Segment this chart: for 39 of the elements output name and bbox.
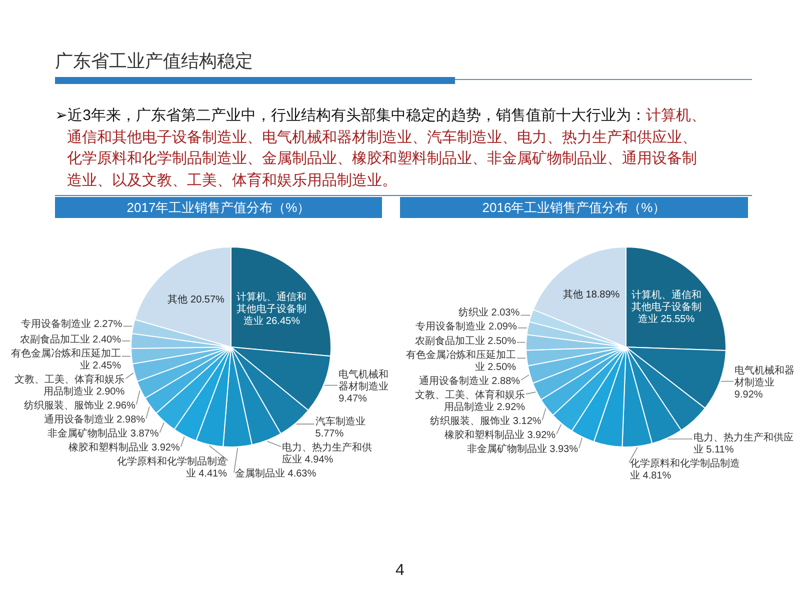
slice-label: 有色金属冶炼和压延加工业 2.45%	[11, 348, 122, 372]
slice-label: 非金属矿物制品业 3.87%	[48, 428, 159, 440]
slice-label: 其他 18.89%	[562, 288, 620, 301]
slice-label: 通用设备制造业 2.88%	[418, 375, 520, 388]
slice-label: 专用设备制造业 2.09%	[416, 320, 517, 332]
slice-label: 纺织服装、服饰业 3.12%	[430, 415, 542, 428]
slice-label: 汽车制造业	[315, 416, 366, 428]
chart-title: 2017年工业销售产值分布（%）	[55, 197, 382, 218]
slice-label: 农副食品加工业 2.40%	[20, 334, 122, 346]
slice-label: 纺织业 2.03%	[458, 306, 520, 318]
slice-label: 化学原料和化学制品制造业 4.81%	[630, 457, 740, 482]
data-label: 5.77%	[315, 428, 344, 440]
slice-label: 有色金属冶炼和压延加工业 2.50%	[406, 349, 516, 374]
slice-label: 农副食品加工业 2.50%	[414, 335, 516, 348]
slice-label: 文教、工美、体育和娱乐用品制造业 2.90%	[14, 374, 125, 398]
text: 通信和其他电子设备制造业、电气机械和器材制造业、汽车制造业、电力、热力生产和供应业、化学原料和化学制品制造业、金属制品业、橡胶和塑料制品业、非金属矿物制品业、通用设备制造业、以及文教、工美、体育和娱乐用品制造业。	[67, 128, 698, 190]
slice-label: 电气机械和器材制造业	[338, 368, 389, 393]
slice-label: 化学原料和化学制品制造业 4.41%	[117, 456, 228, 480]
slice-label: 纺织服装、服饰业 2.96%	[24, 400, 136, 412]
slice-label: 通用设备制造业 2.98%	[44, 414, 146, 426]
slice-label: 其他 20.57%	[168, 294, 225, 306]
text: 广东省工业产值结构稳定	[55, 50, 253, 72]
slice-label: 非金属矿物制品业 3.93%	[466, 443, 578, 456]
text: ➢近3年来，广东省第二产业中，行业结构有头部集中稳定的趋势，销售值前十大行业为：	[55, 106, 646, 126]
slice-label: 金属制品业 4.63%	[235, 468, 316, 480]
slice-label: 文教、工美、体育和娱乐用品制造业 2.92%	[415, 389, 526, 414]
slice-label: 计算机、通信和其他电子设备制造业 26.45%	[236, 290, 307, 327]
data-label: 9.47%	[338, 394, 368, 405]
slice-label: 电力、热力生产和供应业 4.94%	[282, 442, 372, 466]
text: 计算机、	[646, 106, 706, 126]
slice-label: 橡胶和塑料制品业 3.92%	[444, 429, 556, 442]
text: 4	[395, 562, 405, 580]
data-label: 9.92%	[734, 389, 763, 400]
slice-label: 专用设备制造业 2.27%	[21, 318, 122, 330]
slice-label: 计算机、通信和其他电子设备制造业 25.55%	[631, 289, 702, 326]
slice-label: 电气机械和器材制造业	[733, 364, 794, 388]
slice-label: 电力、热力生产和供应业 5.11%	[693, 431, 794, 456]
chart-title: 2016年工业销售产值分布（%）	[400, 197, 748, 218]
slice-label: 橡胶和塑料制品业 3.92%	[68, 442, 180, 454]
